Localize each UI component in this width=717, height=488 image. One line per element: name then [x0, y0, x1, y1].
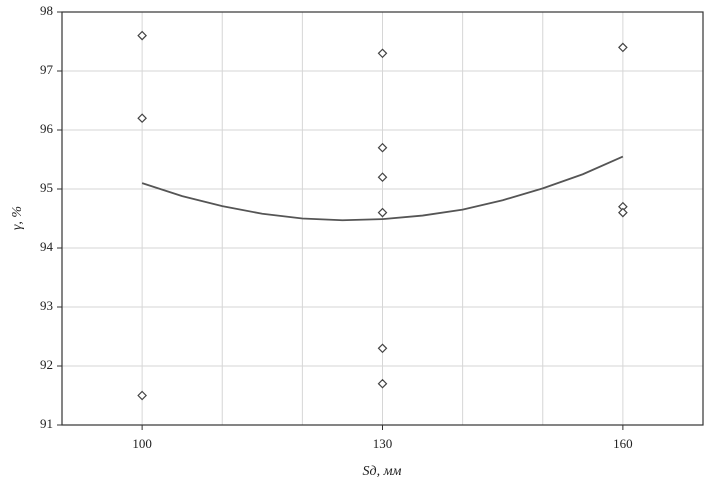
y-tick-label: 93 — [40, 298, 53, 313]
y-tick-label: 98 — [40, 3, 53, 18]
data-point — [377, 142, 388, 153]
plot-frame — [61, 11, 704, 426]
y-tick-label: 96 — [40, 121, 54, 136]
x-tick-label: 160 — [613, 436, 633, 451]
data-point — [377, 207, 388, 218]
data-point — [377, 172, 388, 183]
y-tick-label: 97 — [40, 62, 54, 77]
data-point — [137, 113, 147, 124]
data-point — [377, 48, 388, 59]
data-point — [137, 390, 147, 401]
y-tick-label: 91 — [40, 416, 53, 431]
y-tick-label: 94 — [40, 239, 54, 254]
x-tick-label: 100 — [132, 436, 152, 451]
y-tick-label: 95 — [40, 180, 53, 195]
fit-curve — [141, 155, 624, 222]
y-axis-title: γ, % — [10, 206, 25, 230]
y-tick-label: 92 — [40, 357, 53, 372]
data-point — [137, 30, 147, 41]
data-point — [618, 42, 628, 53]
x-tick-label: 130 — [373, 436, 393, 451]
data-point — [618, 207, 628, 218]
data-point — [377, 343, 388, 354]
x-axis-title: Sд, мм — [363, 464, 402, 479]
data-point — [377, 378, 388, 389]
